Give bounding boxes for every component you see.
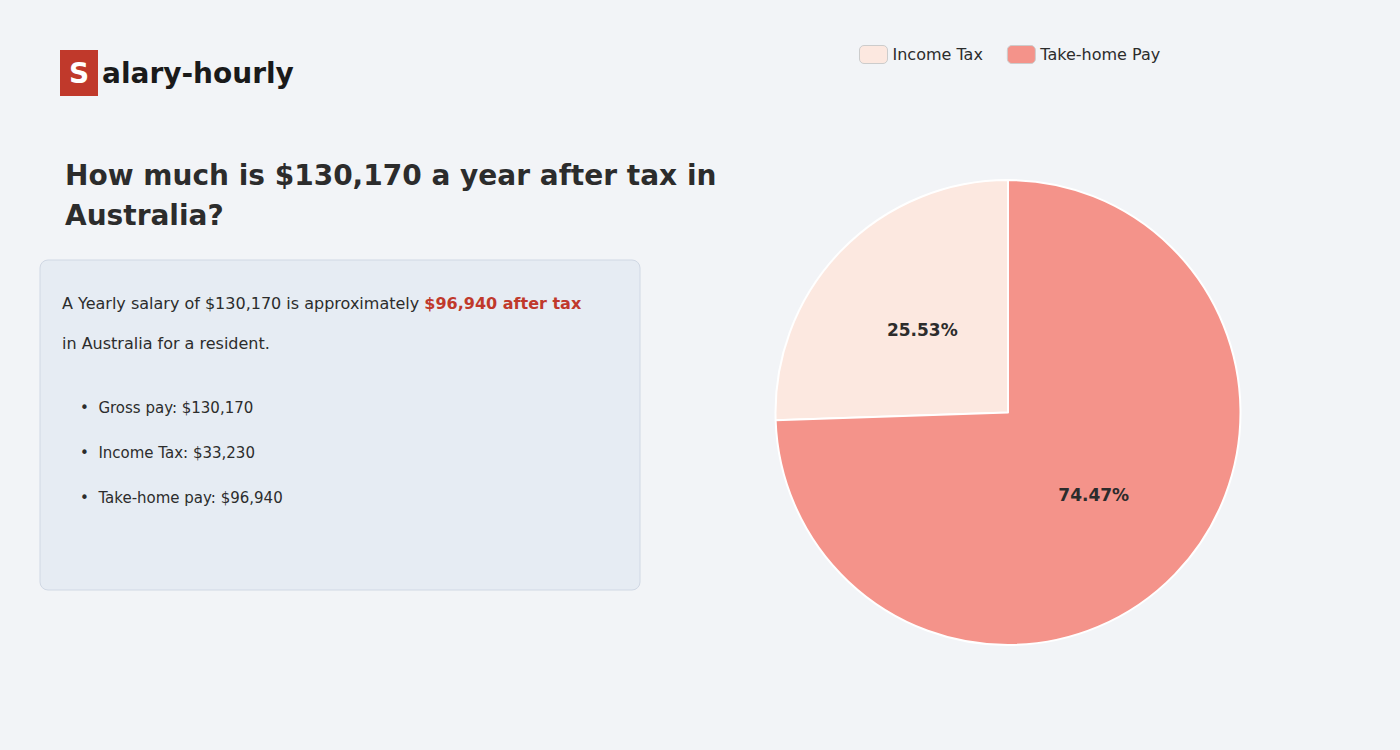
svg-text:alary-hourly: alary-hourly [102, 57, 294, 90]
svg-text:25.53%: 25.53% [887, 320, 958, 340]
svg-text:• Take-home pay: $96,940: • Take-home pay: $96,940 [80, 489, 283, 507]
svg-text:How much is $130,170 a year af: How much is $130,170 a year after tax in [65, 159, 716, 192]
svg-text:in Australia for a resident.: in Australia for a resident. [62, 334, 270, 353]
svg-text:Income Tax: Income Tax [893, 45, 983, 64]
svg-text:Australia?: Australia? [65, 199, 224, 232]
svg-text:$96,940 after tax: $96,940 after tax [424, 294, 582, 313]
svg-text:• Gross pay: $130,170: • Gross pay: $130,170 [80, 399, 253, 417]
svg-text:S: S [69, 57, 89, 90]
svg-text:A Yearly salary of $130,170 is: A Yearly salary of $130,170 is approxima… [62, 294, 424, 313]
svg-text:Take-home Pay: Take-home Pay [1039, 45, 1160, 64]
svg-text:74.47%: 74.47% [1058, 485, 1129, 505]
svg-text:• Income Tax: $33,230: • Income Tax: $33,230 [80, 444, 255, 462]
